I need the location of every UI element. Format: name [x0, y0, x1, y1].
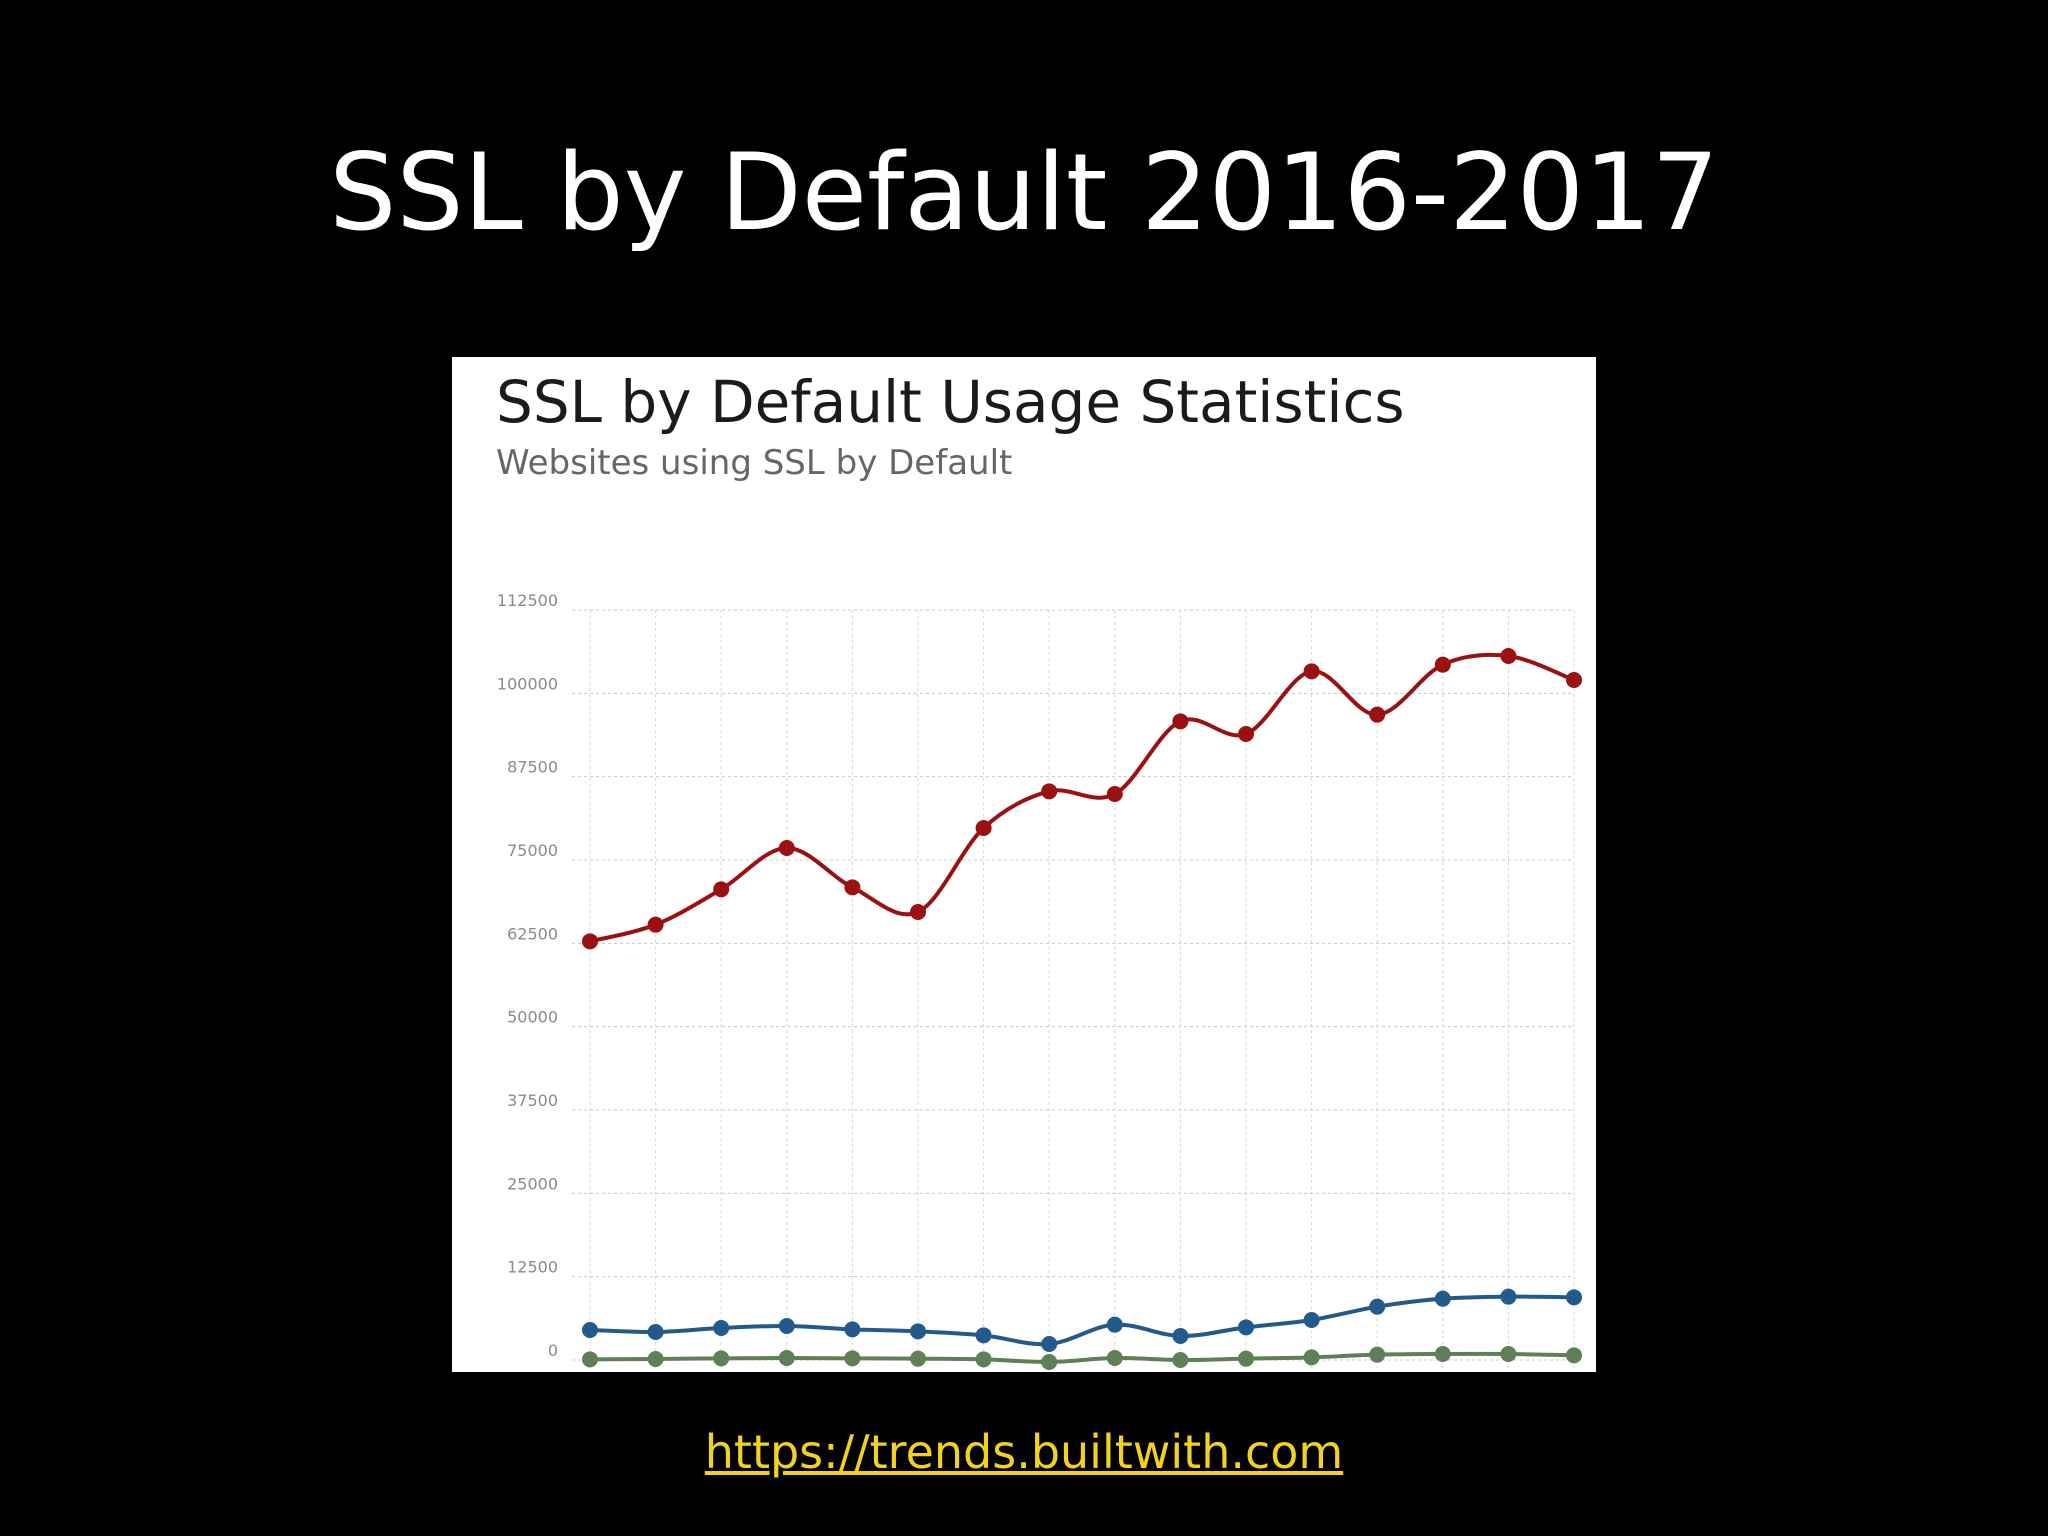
data-point: [1566, 1289, 1582, 1306]
series-line-2: [589, 1351, 1575, 1365]
data-point: [1172, 1352, 1189, 1368]
data-point: [647, 1324, 664, 1340]
y-tick-label: 75000: [507, 841, 558, 860]
data-point: [1106, 1350, 1123, 1366]
y-tick-label: 50000: [507, 1008, 558, 1027]
data-point: [1238, 1319, 1254, 1336]
series-line-0: [589, 652, 1575, 944]
data-point: [1041, 1336, 1058, 1352]
y-tick-label: 112500: [497, 591, 558, 610]
data-point: [844, 1350, 861, 1367]
data-point: [1434, 1290, 1451, 1307]
data-point: [1303, 663, 1320, 680]
data-point: [1369, 1298, 1386, 1315]
data-point: [1500, 1288, 1517, 1305]
data-point: [582, 1351, 598, 1368]
data-point: [1238, 726, 1254, 742]
data-point: [1106, 1316, 1123, 1333]
data-point: [778, 1318, 795, 1334]
data-point: [1434, 656, 1451, 673]
series-layer: [582, 648, 1582, 1370]
data-point: [1369, 1346, 1386, 1363]
chart-title: SSL by Default Usage Statistics: [496, 368, 1405, 436]
y-tick-label: 37500: [507, 1091, 558, 1110]
data-point: [1500, 648, 1517, 664]
data-point: [975, 1351, 992, 1368]
data-point: [910, 1323, 926, 1340]
data-point: [647, 1351, 664, 1367]
data-point: [1041, 783, 1058, 800]
data-point: [1566, 1347, 1582, 1364]
data-point: [1500, 1346, 1517, 1362]
line-chart: 0 12500 25000 37500 50000 62500 75000 87500 1000…: [497, 591, 1582, 1370]
slide-title: SSL by Default 2016-2017: [329, 131, 1719, 254]
data-point: [647, 916, 664, 933]
grid-layer: [572, 609, 1575, 1368]
axis-layer: 0 12500 25000 37500 50000 62500 75000 87500 1000…: [497, 591, 558, 1360]
source-link[interactable]: https://trends.builtwith.com: [704, 1425, 1344, 1479]
data-point: [1566, 672, 1582, 688]
data-point: [1303, 1349, 1320, 1366]
data-point: [844, 879, 861, 896]
data-point: [1238, 1350, 1254, 1367]
data-point: [1172, 713, 1189, 730]
data-point: [713, 1350, 730, 1367]
data-point: [582, 933, 598, 950]
data-point: [582, 1322, 598, 1338]
data-point: [713, 881, 730, 898]
data-point: [910, 904, 926, 920]
data-point: [1041, 1354, 1058, 1370]
chart-subtitle: Websites using SSL by Default: [496, 443, 1013, 483]
data-point: [778, 1350, 795, 1366]
chart-card: SSL by Default Usage Statistics Websites…: [452, 357, 1596, 1372]
data-point: [1172, 1328, 1189, 1344]
data-point: [1303, 1312, 1320, 1328]
y-tick-label: 87500: [507, 758, 558, 777]
y-tick-label: 0: [548, 1341, 558, 1360]
y-tick-label: 62500: [507, 924, 558, 943]
y-tick-label: 100000: [497, 674, 558, 693]
data-point: [713, 1320, 730, 1336]
data-point: [975, 820, 992, 836]
series-line-1: [589, 1294, 1575, 1347]
y-tick-label: 12500: [507, 1258, 558, 1277]
data-point: [975, 1327, 992, 1344]
data-point: [1369, 706, 1386, 723]
data-point: [1106, 786, 1123, 802]
data-point: [778, 840, 795, 856]
data-point: [1434, 1346, 1451, 1362]
data-point: [910, 1350, 926, 1367]
y-tick-label: 25000: [507, 1174, 558, 1193]
data-point: [844, 1321, 861, 1338]
